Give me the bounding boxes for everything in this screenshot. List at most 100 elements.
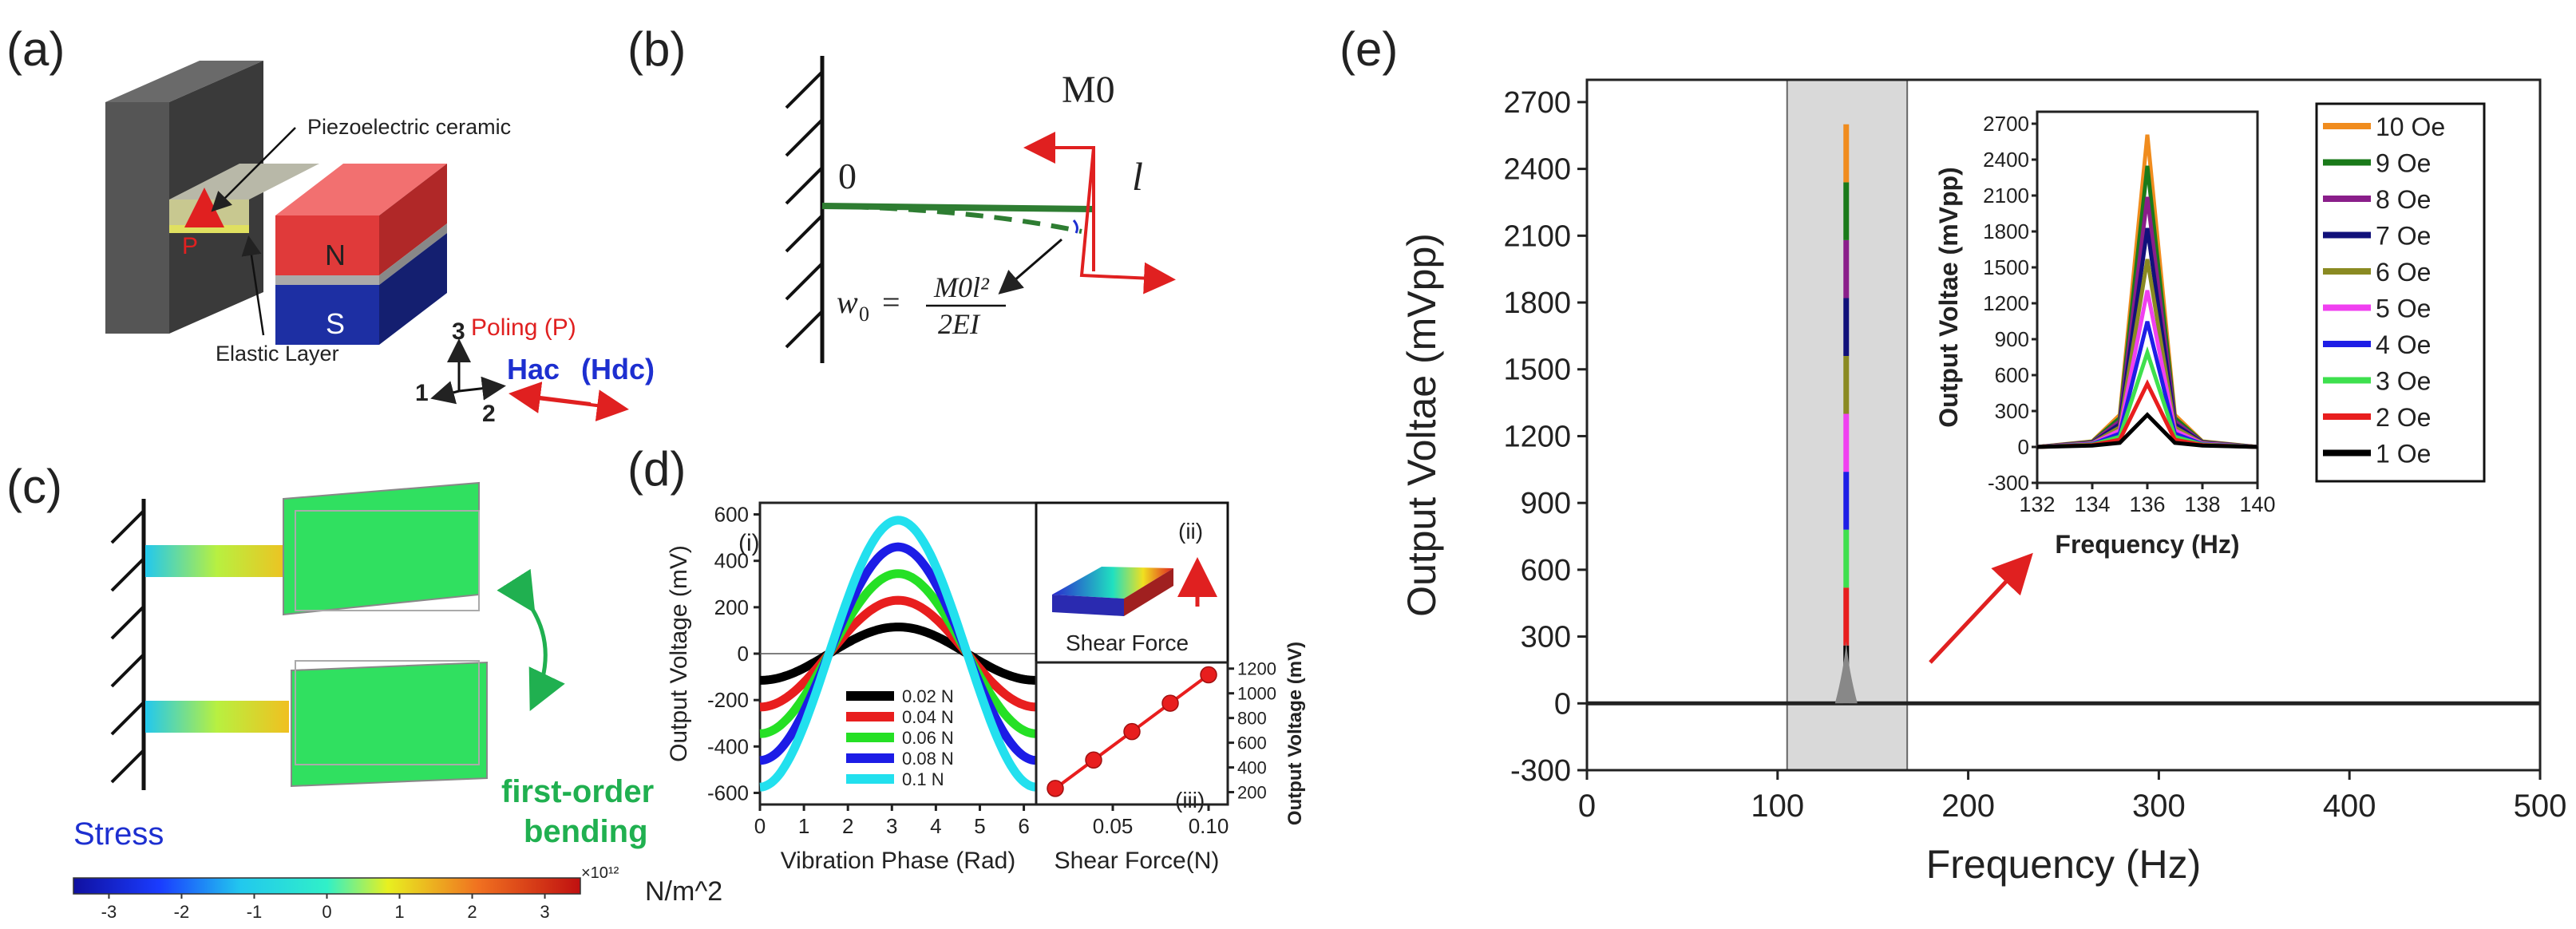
- d-iii-ytick-label: 800: [1237, 709, 1267, 729]
- axis2-label: 2: [482, 401, 496, 427]
- formula-eq: =: [882, 284, 900, 320]
- e-ytick-label: 2100: [1503, 219, 1571, 253]
- e-inset-xtick-label: 140: [2239, 492, 2275, 516]
- e-inset-ytick-label: 2100: [1983, 184, 2029, 208]
- d-i-ytick-label: 0: [738, 642, 749, 666]
- deflected-beam-dashed: [821, 204, 1082, 234]
- d-iii-xtick-label: 0.05: [1093, 814, 1134, 838]
- poling-arrow-label: P: [182, 233, 198, 259]
- e-legend-label: 6 Oe: [2376, 258, 2431, 287]
- length-label: l: [1132, 154, 1143, 199]
- e-ytick-label: 2400: [1503, 153, 1571, 187]
- piezo-leader-line: [211, 127, 296, 212]
- formula-den: 2EI: [938, 308, 981, 340]
- panel-b-cantilever: M0 0 l w 0 = M0l² 2EI: [785, 56, 1176, 363]
- d-i-ytick-label: -600: [707, 781, 749, 804]
- e-inset-ytick-label: 300: [1995, 399, 2029, 423]
- d-i-ylabel: Output Voltage (mV): [666, 545, 692, 762]
- magnet-s-label: S: [326, 307, 345, 340]
- colorbar-tick-label: 1: [394, 902, 404, 922]
- colorbar-tick-label: -1: [247, 902, 263, 922]
- sub-label-ii: (ii): [1178, 519, 1203, 544]
- magnet-spacer: [275, 275, 379, 285]
- e-legend-label: 3 Oe: [2376, 367, 2431, 396]
- e-legend-label: 4 Oe: [2376, 330, 2431, 359]
- axis2-arrow-icon: [458, 376, 506, 401]
- d-i-legend-label: 0.08 N: [902, 749, 954, 769]
- e-ylabel: Output Voltae (mVpp): [1399, 233, 1444, 617]
- shear-plate-top: [1052, 567, 1173, 599]
- panel-label-d: (d): [627, 442, 686, 496]
- piezo-label: Piezoelectric ceramic: [307, 115, 511, 139]
- e-inset-ytick-label: 2700: [1983, 112, 2029, 136]
- wall-hatch-c: [110, 509, 145, 784]
- d-i-xtick-label: 1: [798, 814, 809, 838]
- d-i-ytick-label: 400: [714, 549, 749, 573]
- origin-label: 0: [838, 156, 857, 196]
- e-xtick-label: 500: [2514, 789, 2567, 824]
- e-inset-ytick-label: 900: [1995, 327, 2029, 351]
- d-iii-point: [1085, 751, 1102, 769]
- d-i-ytick-label: 600: [714, 503, 749, 527]
- e-legend-label: 1 Oe: [2376, 440, 2431, 468]
- formula-lhs: w: [837, 284, 858, 320]
- d-iii-ytick-label: 400: [1237, 758, 1267, 778]
- stress-colorbar: [73, 877, 581, 895]
- d-iii-ytick-label: 200: [1237, 783, 1267, 803]
- colorbar-tick-label: -3: [101, 902, 117, 922]
- e-xtick-label: 0: [1578, 789, 1596, 824]
- d-iii-ytick-label: 1200: [1237, 659, 1276, 679]
- elastic-leader-line: [241, 235, 265, 336]
- e-xtick-label: 300: [2132, 789, 2186, 824]
- e-inset-xlabel: Frequency (Hz): [2055, 530, 2239, 559]
- sub-label-i: (i): [738, 530, 760, 556]
- d-i-xtick-label: 2: [842, 814, 853, 838]
- e-legend-label: 7 Oe: [2376, 222, 2431, 251]
- formula-leader-line: [998, 238, 1062, 295]
- d-i-xtick-label: 0: [754, 814, 766, 838]
- e-ytick-label: 1200: [1503, 420, 1571, 453]
- mode-label-2: bending: [524, 814, 648, 849]
- angle-arc: [1072, 219, 1078, 234]
- shear-label: Shear Force: [1066, 631, 1189, 655]
- e-inset-xtick-label: 134: [2074, 492, 2110, 516]
- zoom-arrow-icon: [1929, 552, 2033, 664]
- e-legend-label: 9 Oe: [2376, 149, 2431, 178]
- e-legend-label: 2 Oe: [2376, 403, 2431, 432]
- d-i-series-line: [759, 569, 1037, 738]
- panel-label-e: (e): [1339, 22, 1398, 76]
- magnet-n-label: N: [325, 239, 346, 271]
- e-main-frame: [1585, 78, 2542, 772]
- hac-label: Hac: [507, 353, 560, 385]
- poling-label: Poling (P): [471, 314, 576, 341]
- colorbar-tick-label: 3: [540, 902, 549, 922]
- d-i-ytick-label: -200: [707, 688, 749, 712]
- panel-label-a: (a): [6, 22, 65, 76]
- moment-arrow-bottom-icon: [1079, 147, 1176, 295]
- panel-label-c: (c): [6, 460, 62, 513]
- piezo-front: [169, 200, 249, 225]
- axis3-label: 3: [452, 318, 465, 345]
- colorbar-scale: ×10¹²: [581, 864, 619, 882]
- e-legend-label: 5 Oe: [2376, 295, 2431, 323]
- clamp-block-top: [105, 61, 263, 102]
- e-legend-label: 8 Oe: [2376, 185, 2431, 214]
- e-inset-ytick-label: 1200: [1983, 291, 2029, 315]
- e-ytick-label: 600: [1521, 554, 1571, 587]
- d-i-legend-label: 0.04 N: [902, 707, 954, 727]
- e-inset-ytick-label: 1500: [1983, 255, 2029, 279]
- d-iii-xtick-label: 0.10: [1189, 814, 1229, 838]
- colorbar-ticks: -3 -2 -1 0 1 2 3: [101, 894, 550, 922]
- e-inset-ytick-label: 600: [1995, 363, 2029, 387]
- e-xtick-label: 200: [1941, 789, 1995, 824]
- magnet-top-outline: [295, 510, 480, 611]
- d-iii-point: [1123, 722, 1141, 741]
- shear-inset: (ii) Shear Force: [1035, 501, 1229, 664]
- formula-sub: 0: [859, 302, 869, 326]
- magnet-s-front: [275, 285, 379, 345]
- mode-label: first-order: [501, 774, 654, 809]
- axis1-label: 1: [415, 380, 429, 406]
